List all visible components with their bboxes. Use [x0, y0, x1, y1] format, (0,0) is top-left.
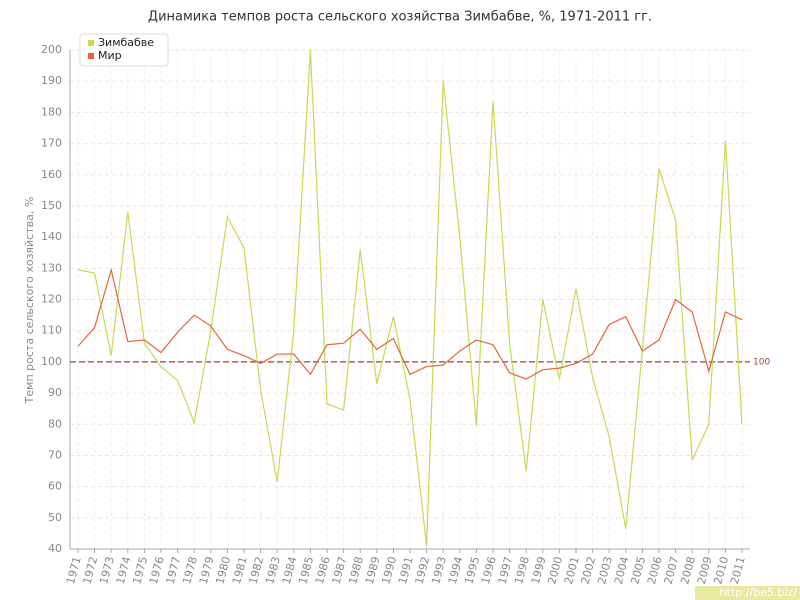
y-tick-label: 110: [41, 324, 62, 337]
legend-box: [79, 33, 169, 67]
y-axis-label: Темп роста сельского хозяйства, %: [23, 197, 36, 405]
y-tick-label: 50: [48, 511, 62, 524]
watermark: http://be5.biz/: [720, 586, 798, 599]
legend-label: Зимбабве: [98, 36, 154, 49]
y-tick-label: 150: [41, 199, 62, 212]
y-tick-label: 120: [41, 293, 62, 306]
y-tick-label: 160: [41, 168, 62, 181]
y-tick-label: 100: [41, 355, 62, 368]
chart-title: Динамика темпов роста сельского хозяйств…: [148, 10, 652, 25]
y-tick-label: 180: [41, 105, 62, 118]
y-tick-label: 90: [48, 386, 62, 399]
legend-swatch: [88, 40, 94, 46]
y-tick-label: 40: [48, 542, 62, 555]
line-series: [77, 49, 743, 546]
y-tick-label: 190: [41, 74, 62, 87]
y-tick-label: 70: [48, 448, 62, 461]
y-tick-label: 170: [41, 137, 62, 150]
line-series: [77, 267, 743, 380]
y-tick-label: 140: [41, 230, 62, 243]
y-tick-label: 80: [48, 417, 62, 430]
y-tick-label: 130: [41, 261, 62, 274]
y-tick-label: 60: [48, 480, 62, 493]
legend-label: Мир: [98, 49, 122, 62]
legend-swatch: [88, 53, 94, 59]
y-tick-label: 200: [41, 43, 62, 56]
watermark-bg: [695, 586, 800, 600]
reference-label: 100: [753, 357, 770, 367]
